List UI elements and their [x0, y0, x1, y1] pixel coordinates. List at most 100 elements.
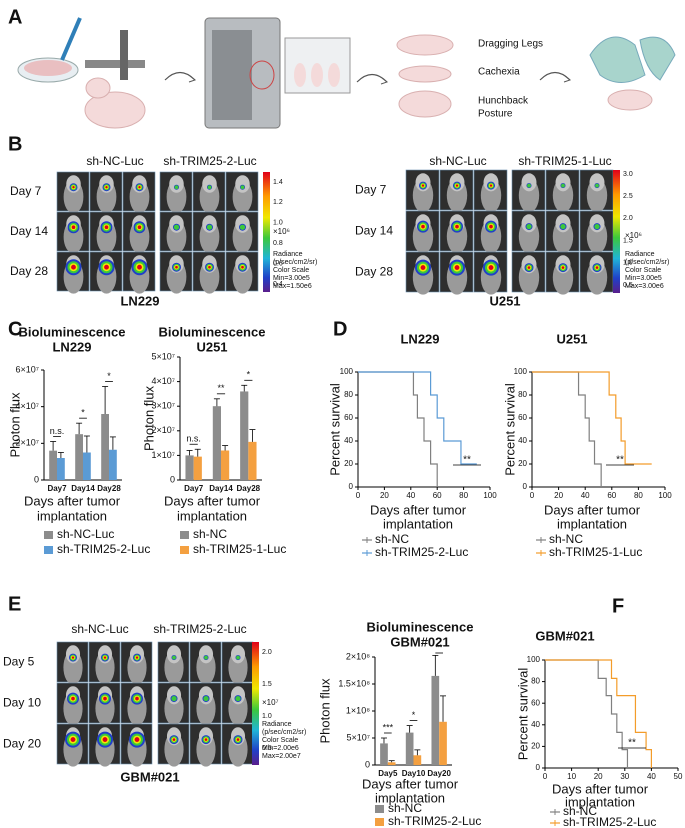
y-tick-label: 0 — [536, 763, 541, 772]
colorbar-tick: 2.0 — [262, 649, 272, 656]
x-tick-label: 20 — [380, 491, 389, 500]
signal — [239, 224, 246, 230]
signal — [102, 737, 108, 742]
mouse — [328, 63, 340, 87]
significance-label: n.s. — [50, 426, 65, 436]
x-axis-label: Days after tumor — [164, 493, 261, 508]
signal — [104, 225, 109, 229]
signal — [561, 183, 565, 188]
bar — [185, 455, 194, 480]
day-label: Day 7 — [10, 184, 42, 198]
y-tick-label: 1×10⁸ — [346, 705, 370, 715]
bar — [240, 391, 249, 480]
y-tick-label: 60 — [344, 413, 353, 422]
mouse-head — [169, 175, 184, 193]
y-tick-label: 80 — [518, 390, 527, 399]
signal — [421, 224, 425, 229]
colorbar-tick: 1.0 — [623, 260, 633, 267]
signal — [138, 186, 141, 189]
signal — [70, 737, 76, 742]
day-label: Day 7 — [355, 183, 387, 197]
signal — [135, 696, 139, 701]
bar — [405, 732, 414, 765]
significance-label: ** — [463, 455, 471, 466]
x-tick-label: 30 — [620, 772, 629, 781]
signal — [134, 737, 140, 742]
x-axis-label: implantation — [375, 790, 445, 805]
signal — [172, 738, 176, 741]
cell-line-label: U251 — [489, 293, 520, 308]
chart-title: Bioluminescence — [19, 324, 126, 339]
legend-label: sh-TRIM25-2-Luc — [563, 815, 656, 828]
x-tick-label: 60 — [607, 491, 616, 500]
y-tick-label: 20 — [344, 459, 353, 468]
x-tick-label: 0 — [530, 491, 535, 500]
y-axis-label: Photon flux — [7, 392, 22, 458]
x-tick-label: 40 — [647, 772, 656, 781]
x-tick-label: 80 — [634, 491, 643, 500]
signal — [527, 266, 531, 269]
bar — [387, 762, 396, 765]
x-tick-label: Day7 — [184, 484, 204, 493]
significance-label: n.s. — [186, 434, 201, 444]
signal — [71, 696, 75, 701]
chart-title: LN229 — [400, 331, 439, 346]
chart-title: GBM#021 — [535, 628, 594, 643]
x-tick-label: Day14 — [71, 484, 95, 493]
signal — [204, 655, 208, 660]
colorbar — [263, 172, 270, 292]
colorbar-note: Color Scale — [262, 737, 298, 744]
arrow-head — [188, 75, 197, 83]
colorbar-tick: 3.0 — [623, 171, 633, 178]
day-label: Day 28 — [10, 264, 48, 278]
colorbar-note: (p/sec/cm2/sr) — [625, 259, 669, 266]
signal — [208, 265, 211, 269]
signal — [71, 225, 76, 229]
y-axis-label: Photon flux — [317, 678, 332, 744]
survival-curve — [532, 371, 602, 487]
signal — [203, 695, 209, 702]
cell-line-label: GBM#021 — [120, 769, 179, 784]
signal — [204, 738, 208, 741]
signal — [175, 265, 178, 269]
y-tick-label: 0 — [365, 759, 370, 769]
colorbar-tick: 2.0 — [623, 215, 633, 222]
bar — [57, 458, 65, 480]
y-tick-label: 20 — [518, 459, 527, 468]
y-tick-label: 0 — [34, 474, 39, 484]
panel-letter: E — [8, 593, 21, 615]
signal — [595, 183, 599, 188]
colorbar-tick: 1.0 — [262, 713, 272, 720]
signal — [103, 656, 107, 659]
signal — [489, 184, 493, 187]
significance-label: * — [412, 710, 416, 720]
mouse — [398, 65, 452, 83]
significance-label: ** — [628, 738, 636, 749]
bar — [83, 452, 91, 480]
arrow-head — [380, 77, 389, 85]
legend-swatch — [180, 531, 189, 539]
group-label: sh-TRIM25-2-Luc — [153, 622, 246, 636]
signal — [489, 224, 493, 229]
colorbar-tick: 0.5 — [623, 282, 633, 289]
significance-label: ** — [217, 383, 225, 393]
colorbar-note: Radiance — [625, 251, 655, 258]
x-tick-label: 100 — [658, 491, 672, 500]
chart-title: U251 — [556, 331, 587, 346]
group-label: sh-NC-Luc — [86, 154, 143, 168]
y-tick-label: 60 — [531, 698, 540, 707]
signal — [135, 656, 139, 659]
mouse-head — [589, 173, 605, 192]
chart-subtitle: U251 — [196, 339, 227, 354]
signal — [488, 265, 494, 270]
y-tick-label: 40 — [344, 436, 353, 445]
colorbar-note: (p/sec/cm2/sr) — [273, 259, 317, 266]
significance-label: * — [81, 408, 85, 418]
significance-label: * — [107, 371, 111, 381]
y-tick-label: 100 — [527, 655, 541, 664]
signal — [104, 264, 109, 270]
bar — [248, 441, 257, 480]
y-axis-label: Percent survival — [327, 383, 342, 476]
panel-letter: C — [8, 318, 22, 340]
